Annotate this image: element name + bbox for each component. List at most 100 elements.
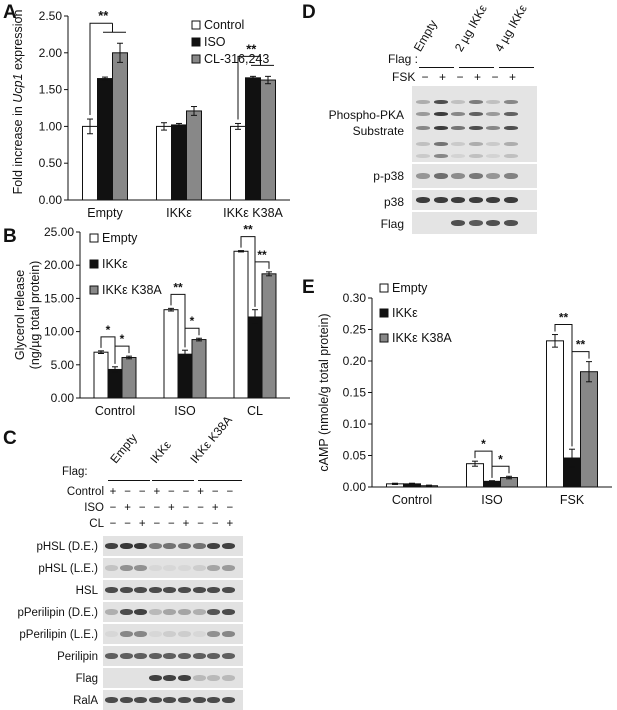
e-significance-mark: * — [481, 437, 486, 451]
d-blot-band — [486, 112, 500, 116]
c-blot-band — [163, 543, 177, 549]
c-blot-band — [148, 609, 162, 615]
d-blot-label: Flag — [380, 217, 404, 231]
c-blot-band — [119, 565, 133, 571]
c-blot-band — [105, 565, 118, 571]
c-blot-band — [207, 565, 221, 571]
e-significance-bracket — [571, 351, 590, 447]
c-blot-band — [221, 653, 235, 659]
c-blot-band — [134, 587, 148, 593]
d-blot-band — [451, 126, 465, 130]
c-treatment-sign: − — [153, 502, 161, 514]
e-x-tick-label: Control — [392, 493, 432, 507]
d-blot-band — [468, 126, 483, 130]
a-legend-swatch — [191, 54, 201, 64]
d-blot-band — [503, 112, 518, 116]
c-blot-band — [221, 543, 235, 549]
c-blot-label: Perilipin — [57, 651, 98, 663]
d-blot-band — [433, 173, 448, 179]
d-blot-label: Substrate — [352, 124, 404, 138]
a-significance-bracket — [237, 55, 261, 120]
d-blot-band — [486, 220, 500, 226]
e-y-tick-label: 0.10 — [343, 417, 367, 431]
e-legend-swatch — [379, 333, 389, 343]
d-group-underline — [459, 67, 494, 68]
d-fsk-sign: + — [508, 70, 516, 84]
b-legend-swatch — [89, 259, 99, 269]
c-blot-band — [134, 631, 148, 637]
c-blot-band — [163, 697, 177, 703]
c-blot-band — [207, 653, 221, 659]
b-legend-label: IKKε — [102, 257, 128, 271]
d-blot-band — [503, 197, 518, 203]
c-blot-band — [148, 675, 162, 681]
e-significance-bracket — [474, 450, 493, 478]
c-blot-label: pPerilipin (L.E.) — [19, 629, 98, 641]
b-x-tick-label: Control — [95, 404, 135, 418]
c-treatment-sign: + — [182, 518, 190, 530]
c-blot-band — [148, 631, 162, 637]
c-blot-band — [178, 587, 191, 593]
c-blot-band — [163, 675, 177, 681]
c-blot-band — [207, 697, 221, 703]
b-significance-bracket — [184, 327, 200, 348]
d-blot-band — [451, 112, 465, 116]
d-blot-band — [503, 220, 518, 226]
e-y-tick-label: 0.30 — [343, 291, 367, 305]
b-significance-bracket — [114, 345, 130, 364]
c-blot-band — [207, 587, 221, 593]
e-bar — [580, 371, 598, 488]
d-blot-band — [433, 154, 448, 158]
c-treatment-sign: − — [124, 486, 131, 498]
c-treatment-sign: − — [124, 518, 131, 530]
c-blot-band — [163, 631, 177, 637]
d-blot-band — [433, 197, 448, 203]
c-blot-label: Flag — [75, 673, 98, 685]
b-significance-mark: * — [190, 314, 195, 328]
c-group-underline — [108, 480, 150, 481]
e-significance-mark: ** — [559, 311, 569, 325]
a-y-tick-label: 0.50 — [39, 156, 63, 170]
c-blot-band — [221, 697, 235, 703]
d-blot-band — [433, 142, 448, 146]
c-treatment-sign: − — [109, 518, 117, 530]
c-blot-label: pHSL (D.E.) — [36, 541, 98, 553]
c-blot-band — [134, 653, 148, 659]
panel-e-bar-chart: 0.00 0.05 0.10 0.15 0.20 0.25 0.30 cAMP (nmole/… — [317, 281, 612, 507]
b-y-axis-label: (ng/µg total protein) — [28, 261, 42, 370]
c-blot-band — [134, 609, 148, 615]
c-blot-band — [148, 543, 162, 549]
d-blot-band — [468, 220, 483, 226]
b-y-tick-label: 0.00 — [51, 391, 75, 405]
c-treatment-sign: − — [138, 502, 146, 514]
c-blot-band — [221, 565, 235, 571]
c-blot-band — [134, 543, 148, 549]
e-significance-mark: ** — [576, 338, 586, 352]
a-y-axis-label: Fold increase in Ucp1 expression — [11, 10, 25, 195]
a-legend-swatch — [191, 20, 201, 30]
d-blot-band — [416, 126, 430, 130]
d-blot-band — [433, 126, 448, 130]
c-blot-band — [178, 631, 191, 637]
c-blot-band — [192, 565, 206, 571]
a-x-tick-label: IKKε — [166, 206, 192, 220]
d-blot-band — [416, 100, 430, 104]
c-blot-band — [105, 587, 118, 593]
b-significance-mark: * — [120, 332, 125, 346]
d-blot-band — [468, 154, 483, 158]
panel-letter-c: C — [3, 428, 17, 449]
d-blot-band — [468, 173, 483, 179]
c-treatment-sign: − — [197, 502, 204, 514]
c-treatment-sign: − — [211, 518, 219, 530]
c-treatment-sign: − — [168, 486, 175, 498]
d-blot-band — [486, 100, 500, 104]
c-blot-band — [192, 587, 206, 593]
d-blot-band — [416, 173, 430, 179]
d-blot-band — [416, 112, 430, 116]
e-y-tick-label: 0.15 — [343, 386, 367, 400]
d-blot-band — [451, 142, 465, 146]
d-blot-band — [503, 126, 518, 130]
e-legend-swatch — [379, 308, 389, 318]
d-fsk-label: FSK — [392, 70, 416, 84]
e-significance-mark: * — [498, 452, 503, 466]
